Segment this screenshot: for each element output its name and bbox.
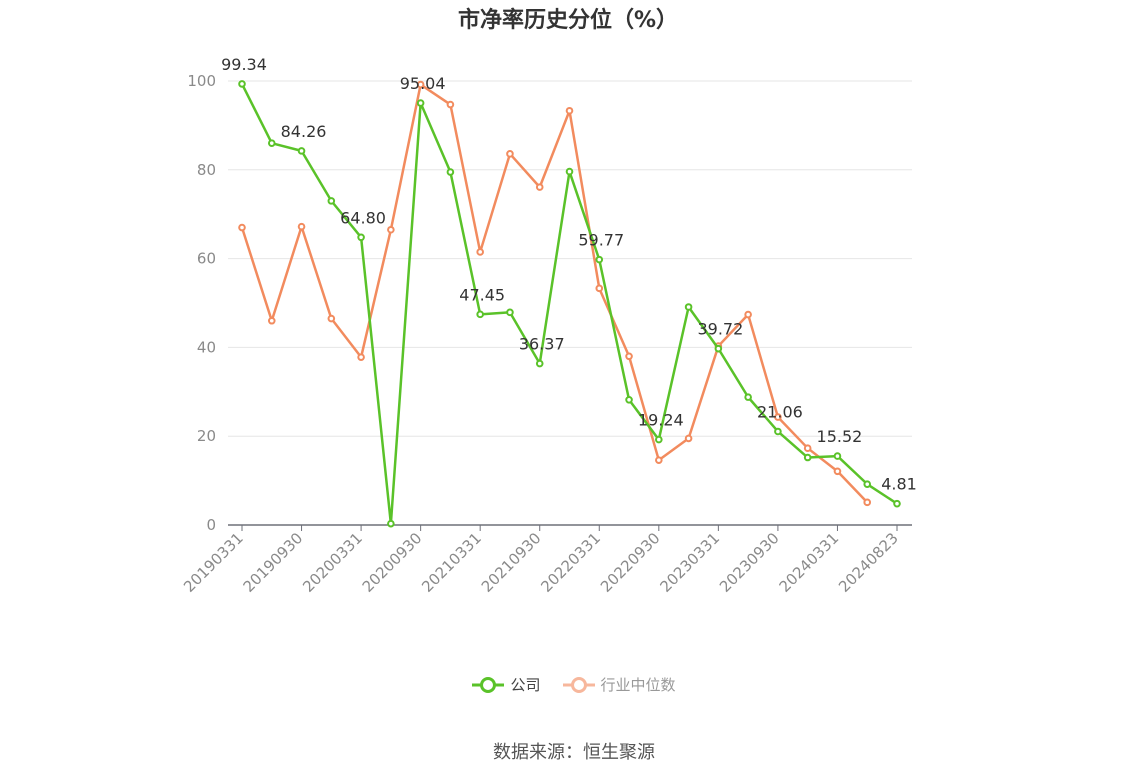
data-labels: 99.34 84.26 64.80 95.04 47.45 36.37 59.77 19.24… bbox=[221, 55, 917, 494]
data-label: 15.52 bbox=[817, 427, 863, 446]
data-point[interactable] bbox=[833, 467, 842, 476]
data-point[interactable] bbox=[476, 310, 484, 319]
data-point[interactable] bbox=[446, 100, 455, 109]
data-source: 数据来源：恒生聚源 bbox=[493, 742, 655, 763]
data-point[interactable] bbox=[803, 444, 812, 452]
data-label: 4.81 bbox=[881, 475, 917, 494]
line-chart: 0 20 40 60 80 100 2019033120190930202003312020… bbox=[180, 55, 917, 596]
data-point[interactable] bbox=[416, 99, 425, 107]
data-point[interactable] bbox=[803, 453, 812, 462]
data-label: 99.34 bbox=[221, 55, 267, 74]
data-point[interactable] bbox=[893, 499, 901, 508]
data-point[interactable] bbox=[357, 233, 365, 242]
data-point[interactable] bbox=[774, 427, 782, 436]
series-line bbox=[240, 83, 898, 525]
data-point[interactable] bbox=[238, 223, 246, 232]
data-point[interactable] bbox=[774, 413, 782, 421]
x-tick-label: 20200930 bbox=[359, 529, 426, 596]
data-point[interactable] bbox=[863, 480, 872, 488]
chart-title: 市净率历史分位（%） bbox=[457, 8, 679, 33]
data-point[interactable] bbox=[267, 139, 276, 147]
data-point[interactable] bbox=[565, 167, 574, 176]
x-tick-label: 20190930 bbox=[240, 529, 307, 596]
data-point[interactable] bbox=[506, 308, 514, 317]
data-point[interactable] bbox=[655, 435, 663, 444]
legend-line-circle-icon bbox=[472, 676, 505, 693]
data-label: 19.24 bbox=[638, 411, 684, 430]
data-point[interactable] bbox=[387, 225, 395, 234]
data-point[interactable] bbox=[357, 353, 365, 361]
x-tick-label: 20230331 bbox=[656, 529, 723, 596]
y-tick-label: 80 bbox=[197, 161, 216, 179]
x-tick-label: 20210930 bbox=[478, 529, 545, 596]
data-point[interactable] bbox=[863, 498, 872, 507]
data-point[interactable] bbox=[565, 106, 574, 115]
y-tick-label: 40 bbox=[197, 338, 216, 356]
data-label: 36.37 bbox=[519, 335, 565, 354]
data-point[interactable] bbox=[387, 519, 395, 528]
data-point[interactable] bbox=[655, 456, 663, 464]
x-tick-label: 20220930 bbox=[597, 529, 664, 596]
y-tick-label: 100 bbox=[187, 72, 216, 90]
data-point[interactable] bbox=[625, 395, 633, 404]
data-point[interactable] bbox=[744, 310, 752, 319]
data-label: 59.77 bbox=[578, 231, 624, 250]
series-layer bbox=[238, 80, 901, 528]
x-tick-label: 20210331 bbox=[418, 529, 485, 596]
data-label: 47.45 bbox=[459, 285, 505, 304]
data-point[interactable] bbox=[267, 316, 276, 325]
x-tick-label: 20200331 bbox=[299, 529, 366, 596]
data-point[interactable] bbox=[744, 393, 752, 401]
x-tick-label: 20190331 bbox=[180, 529, 247, 596]
data-label: 95.04 bbox=[400, 74, 446, 93]
y-tick-label: 0 bbox=[206, 516, 216, 534]
data-point[interactable] bbox=[327, 314, 336, 323]
series-line bbox=[240, 83, 869, 504]
data-point[interactable] bbox=[535, 359, 544, 368]
x-tick-label: 20240331 bbox=[776, 529, 843, 596]
data-point[interactable] bbox=[684, 434, 693, 443]
data-point[interactable] bbox=[625, 352, 633, 361]
data-label: 64.80 bbox=[340, 208, 386, 227]
data-point[interactable] bbox=[714, 344, 723, 353]
legend-item-industry[interactable]: 行业中位数 bbox=[562, 674, 676, 695]
data-point[interactable] bbox=[833, 452, 842, 460]
data-point[interactable] bbox=[595, 284, 604, 293]
legend: 公司 行业中位数 bbox=[0, 674, 1148, 695]
data-label: 21.06 bbox=[757, 402, 803, 421]
x-tick-label: 20230930 bbox=[716, 529, 783, 596]
grid-lines bbox=[228, 80, 912, 437]
legend-label-industry: 行业中位数 bbox=[600, 676, 676, 694]
data-point[interactable] bbox=[506, 150, 514, 158]
data-point[interactable] bbox=[476, 248, 484, 256]
data-label: 39.72 bbox=[697, 320, 743, 339]
y-tick-label: 60 bbox=[197, 250, 216, 268]
data-point[interactable] bbox=[416, 80, 425, 89]
y-tick-label: 20 bbox=[197, 427, 216, 445]
data-point[interactable] bbox=[535, 183, 544, 191]
data-point[interactable] bbox=[297, 222, 306, 231]
data-point[interactable] bbox=[327, 197, 336, 205]
data-point[interactable] bbox=[238, 80, 246, 88]
data-point[interactable] bbox=[446, 168, 455, 176]
data-point[interactable] bbox=[684, 303, 693, 311]
data-point[interactable] bbox=[595, 255, 604, 264]
x-tick-label: 20220331 bbox=[537, 529, 604, 596]
legend-label-company: 公司 bbox=[510, 676, 541, 694]
data-label: 84.26 bbox=[281, 122, 327, 141]
data-point[interactable] bbox=[297, 147, 306, 155]
legend-item-company[interactable]: 公司 bbox=[472, 674, 541, 695]
legend-line-circle-icon bbox=[562, 676, 595, 693]
x-tick-label: 20240823 bbox=[835, 529, 902, 596]
